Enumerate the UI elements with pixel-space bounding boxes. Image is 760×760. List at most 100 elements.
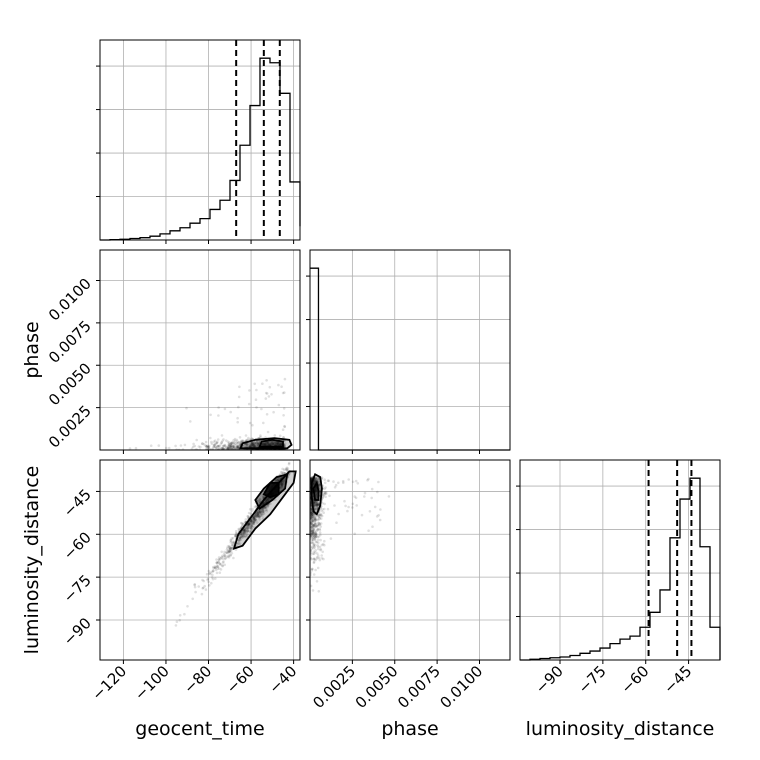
scatter-point: [253, 442, 257, 446]
scatter-point: [220, 555, 223, 559]
scatter-point: [313, 479, 316, 483]
scatter-point: [258, 510, 261, 514]
scatter-point: [279, 443, 282, 446]
scatter-point: [189, 420, 192, 423]
scatter-point: [283, 444, 286, 448]
scatter-point: [314, 519, 317, 523]
scatter-point: [346, 509, 349, 513]
scatter-point: [266, 443, 269, 447]
scatter-point: [178, 614, 182, 617]
scatter-point: [259, 510, 263, 513]
scatter-point: [311, 567, 314, 571]
scatter-point: [312, 544, 316, 547]
scatter-point: [311, 515, 315, 519]
scatter-point: [311, 530, 315, 533]
scatter-point: [281, 480, 284, 484]
scatter-point: [200, 592, 204, 596]
scatter-point: [316, 545, 320, 549]
scatter-point: [274, 479, 278, 483]
scatter-point: [214, 446, 218, 450]
scatter-point: [250, 437, 254, 440]
scatter-point: [242, 529, 246, 532]
scatter-point: [247, 525, 250, 528]
scatter-point: [257, 442, 261, 445]
scatter-point: [245, 526, 248, 530]
scatter-point: [229, 445, 232, 448]
scatter-point: [241, 522, 245, 526]
scatter-point: [211, 577, 215, 581]
scatter-point: [321, 550, 325, 554]
scatter-point: [281, 480, 284, 484]
scatter-point: [278, 477, 281, 481]
scatter-point: [313, 503, 317, 507]
scatter-point: [273, 434, 277, 437]
scatter-point: [228, 547, 232, 550]
scatter-point: [318, 531, 322, 535]
scatter-point: [233, 447, 237, 450]
scatter-point: [256, 514, 260, 518]
scatter-point: [227, 442, 231, 446]
scatter-point: [226, 445, 230, 448]
scatter-point: [230, 442, 234, 445]
scatter-point: [254, 444, 258, 448]
scatter-point: [266, 442, 270, 445]
scatter-point: [269, 443, 272, 447]
scatter-point: [320, 509, 324, 513]
scatter-point: [277, 442, 280, 446]
scatter-point: [314, 501, 318, 505]
scatter-point: [315, 505, 318, 509]
scatter-point: [323, 492, 326, 496]
scatter-point: [246, 526, 250, 530]
scatter-point: [277, 442, 280, 446]
scatter-point: [280, 485, 283, 489]
scatter-point: [312, 482, 315, 486]
x-tick-label: −80: [180, 662, 215, 697]
scatter-point: [204, 445, 208, 448]
scatter-point: [204, 440, 208, 444]
scatter-point: [310, 530, 314, 534]
scatter-point: [310, 584, 313, 588]
scatter-point: [310, 516, 313, 519]
scatter-point: [310, 513, 313, 516]
scatter-point: [244, 528, 247, 532]
scatter-point: [228, 547, 232, 551]
scatter-point: [250, 519, 253, 522]
scatter-point: [228, 545, 232, 549]
scatter-point: [317, 502, 320, 505]
scatter-point: [316, 504, 319, 507]
scatter-point: [310, 507, 313, 511]
scatter-point: [195, 438, 198, 442]
scatter-point: [311, 519, 314, 523]
scatter-point: [229, 445, 232, 449]
scatter-point: [317, 556, 321, 560]
scatter-point: [252, 516, 255, 519]
scatter-point: [227, 443, 231, 446]
scatter-point: [214, 577, 217, 580]
scatter-point: [275, 442, 279, 446]
scatter-point: [258, 515, 261, 519]
scatter-point: [251, 441, 254, 445]
scatter-point: [252, 521, 256, 524]
scatter-point: [256, 442, 260, 446]
scatter-point: [251, 522, 255, 526]
scatter-point: [255, 441, 259, 444]
scatter-point: [262, 507, 265, 511]
panel-background: [100, 40, 300, 240]
scatter-point: [217, 556, 221, 559]
scatter-point: [232, 556, 235, 560]
scatter-point: [233, 442, 237, 445]
scatter-point: [197, 445, 201, 448]
scatter-point: [250, 524, 254, 528]
scatter-point: [273, 441, 277, 445]
y-axis-label-luminosity-distance: luminosity_distance: [21, 466, 43, 655]
scatter-point: [248, 443, 252, 446]
scatter-point: [252, 519, 256, 522]
scatter-point: [271, 442, 275, 446]
scatter-point: [313, 517, 316, 521]
scatter-point: [276, 479, 280, 483]
scatter-point: [313, 517, 316, 521]
y-tick-label: 0.0100: [45, 275, 95, 325]
scatter-point: [251, 443, 255, 447]
scatter-point: [205, 445, 209, 448]
scatter-point: [238, 536, 242, 539]
